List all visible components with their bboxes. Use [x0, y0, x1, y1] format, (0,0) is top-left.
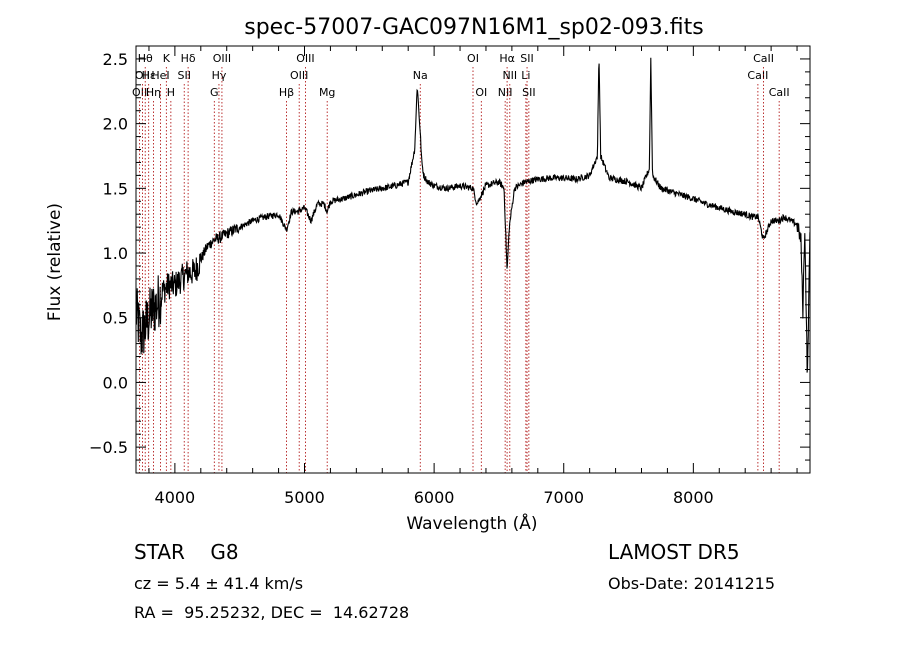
marker-label: Li	[521, 69, 530, 82]
marker-label: CaII	[753, 52, 774, 65]
marker-label: OIII	[296, 52, 314, 65]
spectrum-line	[135, 57, 811, 373]
x-tick-label: 5000	[284, 488, 325, 507]
y-tick-label: 0.0	[103, 373, 128, 392]
marker-label: Hε	[142, 69, 156, 82]
marker-label: Na	[413, 69, 428, 82]
marker-label: Hα	[499, 52, 515, 65]
x-tick-label: 7000	[543, 488, 584, 507]
marker-label: SII	[520, 52, 533, 65]
marker-label: OI	[475, 86, 487, 99]
coordinates: RA = 95.25232, DEC = 14.62728	[134, 603, 410, 622]
y-tick-label: 2.0	[103, 115, 128, 134]
y-tick-label: −0.5	[89, 438, 128, 457]
marker-label: OIII	[213, 52, 231, 65]
axes: 4000 5000 6000 7000 8000 −0.5 0.0 0.5 1.0 1.5 2.0 2…	[89, 45, 811, 507]
marker-label: G	[210, 86, 219, 99]
marker-label: CaII	[747, 69, 768, 82]
survey-name: LAMOST DR5	[608, 540, 740, 564]
marker-label: OIII	[290, 69, 308, 82]
marker-label: K	[163, 52, 171, 65]
marker-label: NII	[498, 86, 513, 99]
marker-label: Hδ	[181, 52, 196, 65]
marker-label: SII	[177, 69, 190, 82]
marker-label: H	[167, 86, 175, 99]
x-tick-label: 4000	[155, 488, 196, 507]
line-markers: OIIOIIHθHεHηHeIKHSIIHδGHγOIIIHβOIIIOIIIM…	[132, 52, 790, 473]
x-tick-label: 8000	[673, 488, 714, 507]
chart-title: spec-57007-GAC097N16M1_sp02-093.fits	[244, 15, 704, 40]
x-axis-label: Wavelength (Å)	[406, 512, 537, 534]
plot-frame	[135, 45, 811, 474]
marker-label: Hβ	[279, 86, 294, 99]
marker-label: SII	[522, 86, 535, 99]
y-axis-label: Flux (relative)	[45, 203, 65, 321]
observation-date: Obs-Date: 20141215	[608, 574, 776, 593]
marker-label: Hη	[146, 86, 161, 99]
marker-label: Mg	[319, 86, 335, 99]
marker-label: OI	[467, 52, 479, 65]
marker-label: Hγ	[212, 69, 227, 82]
marker-label: HeI	[151, 69, 169, 82]
object-class: STAR G8	[134, 540, 239, 564]
redshift-value: cz = 5.4 ± 41.4 km/s	[134, 574, 304, 593]
marker-label: CaII	[769, 86, 790, 99]
y-tick-label: 2.5	[103, 50, 128, 69]
marker-label: NII	[502, 69, 517, 82]
y-tick-label: 1.0	[103, 244, 128, 263]
y-tick-label: 0.5	[103, 309, 128, 328]
y-tick-label: 1.5	[103, 179, 128, 198]
x-tick-label: 6000	[414, 488, 455, 507]
